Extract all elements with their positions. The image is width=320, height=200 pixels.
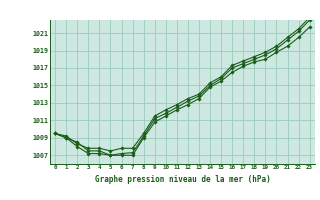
- X-axis label: Graphe pression niveau de la mer (hPa): Graphe pression niveau de la mer (hPa): [94, 175, 270, 184]
